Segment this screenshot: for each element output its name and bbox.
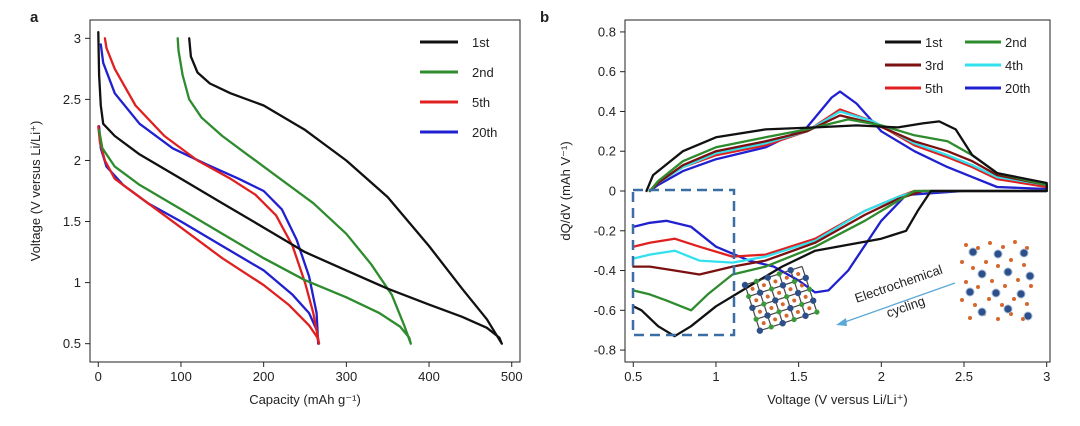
panel-b-series-line-3rd [632,114,1048,276]
panel-a-legend-label-2nd: 2nd [472,65,494,80]
panel-b-legend-label-20th: 20th [1005,81,1030,96]
panel-b-x-tick-label: 2.5 [955,369,973,384]
panel-a-x-tick-label: 0 [95,369,102,384]
panel-b-legend-label-3rd: 3rd [925,58,944,73]
panel-b-y-tick-label: 0.4 [598,104,616,119]
panel-a-y-tick-label: 2 [74,153,81,168]
panel-b-x-label: Voltage (V versus Li/Li⁺) [767,392,908,407]
panel-a-legend-label-20th: 20th [472,125,497,140]
panel-b-x-tick-label: 1 [712,369,719,384]
panel-b-x-tick-label: 3 [1043,369,1050,384]
panel-a-x-tick-label: 500 [501,369,523,384]
amorphous-structure-icon [960,240,1035,321]
panel-a-y-tick-label: 1 [74,275,81,290]
panel-b-legend-label-1st: 1st [925,35,943,50]
panel-a-legend: 1st 2nd 5th 20th [420,35,497,140]
panel-b-x-tick-label: 1.5 [790,369,808,384]
panel-b-series-line-2nd [632,118,1048,312]
panel-a-frame [89,19,521,363]
panel-b-legend: 1st 2nd 3rd 4th 5th 20th [885,35,1030,96]
panel-label-a: a [30,9,39,26]
panel-b-legend-label-4th: 4th [1005,58,1023,73]
annotation-electrochemical: Electrochemical [853,262,945,306]
panel-b-y-tick-label: -0.8 [594,343,616,358]
annotation-cycling: cycling [884,293,926,320]
panel-label-b: b [540,9,549,26]
panel-b-legend-label-2nd: 2nd [1005,35,1027,50]
panel-b-y-tick-label: 0.8 [598,24,616,39]
panel-a-y-tick-label: 2.5 [63,92,81,107]
panel-a-series-line-2nd [97,37,412,345]
panel-a: 0 100 200 300 400 500 0.5 1 1.5 2 2.5 3 Capacity (m… [28,19,523,407]
panel-a-y-tick-label: 1.5 [63,214,81,229]
panel-a-x-tick-label: 100 [170,369,192,384]
panel-a-legend-label-1st: 1st [472,35,490,50]
zoom-inset-box [631,188,736,337]
panel-b-series-line-4th [632,110,1048,264]
panel-a-series-line-5th [97,37,321,345]
panel-b-legend-label-5th: 5th [925,81,943,96]
panel-b-x-tick-label: 2 [878,369,885,384]
panel-b-y-tick-label: -0.4 [594,263,616,278]
panel-b-y-tick-label: -0.2 [594,223,616,238]
panel-b-y-label: dQ/dV (mAh V⁻¹) [558,141,573,240]
panel-a-y-tick-label: 3 [74,31,81,46]
panel-a-x-tick-label: 200 [253,369,275,384]
cycling-arrow-icon [836,282,956,326]
panel-a-x-tick-label: 400 [418,369,440,384]
panel-a-x-label: Capacity (mAh g⁻¹) [249,392,361,407]
panel-a-legend-label-5th: 5th [472,95,490,110]
panel-b-y-tick-label: -0.6 [594,303,616,318]
panel-a-y-label: Voltage (V versus Li/Li⁺) [28,121,43,262]
panel-b-y-tick-label: 0.2 [598,144,616,159]
panel-b-y-tick-label: 0 [609,184,616,199]
panel-b: 0.5 1 1.5 2 2.5 3 0.8 0.6 0.4 0.2 0 -0.2 -0.4 -0.6 -0.… [558,19,1051,407]
crystal-structure-icon [741,265,820,334]
panel-b-series-line-1st [632,120,1048,338]
panel-b-x-tick-label: 0.5 [624,369,642,384]
panel-a-x-tick-label: 300 [335,369,357,384]
panel-a-series-line-1st [97,31,503,345]
panel-b-y-tick-label: 0.6 [598,64,616,79]
panel-b-series-line-5th [632,108,1048,258]
panel-a-y-tick-label: 0.5 [63,336,81,351]
